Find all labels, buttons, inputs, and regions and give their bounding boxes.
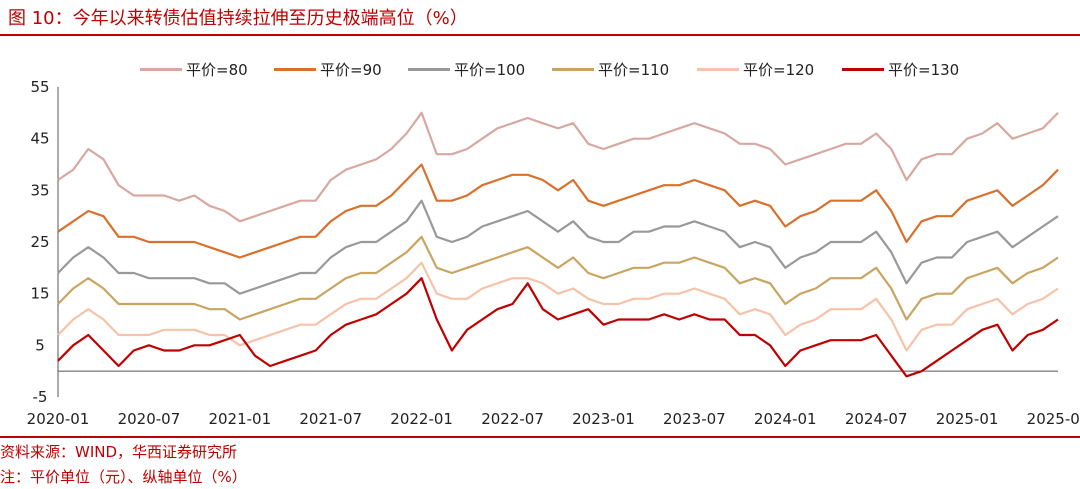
legend-swatch xyxy=(408,67,450,71)
y-tick-label: 45 xyxy=(30,130,49,148)
x-tick-label: 2021-07 xyxy=(299,410,362,428)
y-tick-label: 35 xyxy=(30,181,49,199)
legend-swatch xyxy=(697,67,739,71)
legend-label: 平价=120 xyxy=(743,60,815,79)
series-line xyxy=(57,235,1059,321)
legend-swatch xyxy=(274,67,316,71)
legend-item: 平价=100 xyxy=(408,58,525,80)
unit-note: 注：平价单位（元）、纵轴单位（%） xyxy=(0,468,247,486)
legend-label: 平价=110 xyxy=(598,60,670,79)
x-tick-label: 2025-07 xyxy=(1027,410,1080,428)
top-divider xyxy=(0,34,1080,36)
y-tick-label: 55 xyxy=(30,78,49,96)
legend-swatch xyxy=(552,67,594,71)
bottom-divider xyxy=(0,436,1080,438)
series-line xyxy=(57,163,1059,259)
series-line xyxy=(57,111,1059,223)
legend-label: 平价=90 xyxy=(320,60,382,79)
legend-swatch xyxy=(140,67,182,71)
series-line xyxy=(57,199,1059,295)
x-tick-label: 2023-07 xyxy=(663,410,726,428)
x-tick-label: 2025-01 xyxy=(936,410,999,428)
x-tick-label: 2020-01 xyxy=(27,410,90,428)
y-tick-label: 5 xyxy=(35,336,45,354)
chart-title: 图 10：今年以来转债估值持续拉伸至历史极端高位（%） xyxy=(8,8,468,29)
x-tick-label: 2024-07 xyxy=(845,410,908,428)
legend-item: 平价=120 xyxy=(697,58,814,80)
legend-swatch xyxy=(842,67,884,71)
source-note: 资料来源：WIND，华西证券研究所 xyxy=(0,443,238,461)
x-tick-label: 2021-01 xyxy=(208,410,271,428)
line-chart: -5 5 15 25 35 45 55 2020-01 2020-07 2021-01 2021-0… xyxy=(27,78,1080,428)
legend-item: 平价=130 xyxy=(842,58,959,80)
legend-label: 平价=80 xyxy=(186,60,248,79)
y-tick-label: -5 xyxy=(33,388,48,406)
series-line xyxy=(57,277,1059,378)
y-tick-label: 15 xyxy=(30,285,49,303)
x-tick-label: 2022-07 xyxy=(481,410,544,428)
legend-label: 平价=100 xyxy=(454,60,526,79)
legend-item: 平价=90 xyxy=(274,58,382,80)
x-tick-label: 2020-07 xyxy=(118,410,181,428)
legend-item: 平价=80 xyxy=(140,58,248,80)
x-tick-label: 2023-01 xyxy=(572,410,635,428)
x-tick-label: 2024-01 xyxy=(754,410,817,428)
legend-label: 平价=130 xyxy=(888,60,960,79)
x-tick-label: 2022-01 xyxy=(390,410,453,428)
legend-item: 平价=110 xyxy=(552,58,669,80)
y-tick-label: 25 xyxy=(30,233,49,251)
series-line xyxy=(57,261,1059,352)
